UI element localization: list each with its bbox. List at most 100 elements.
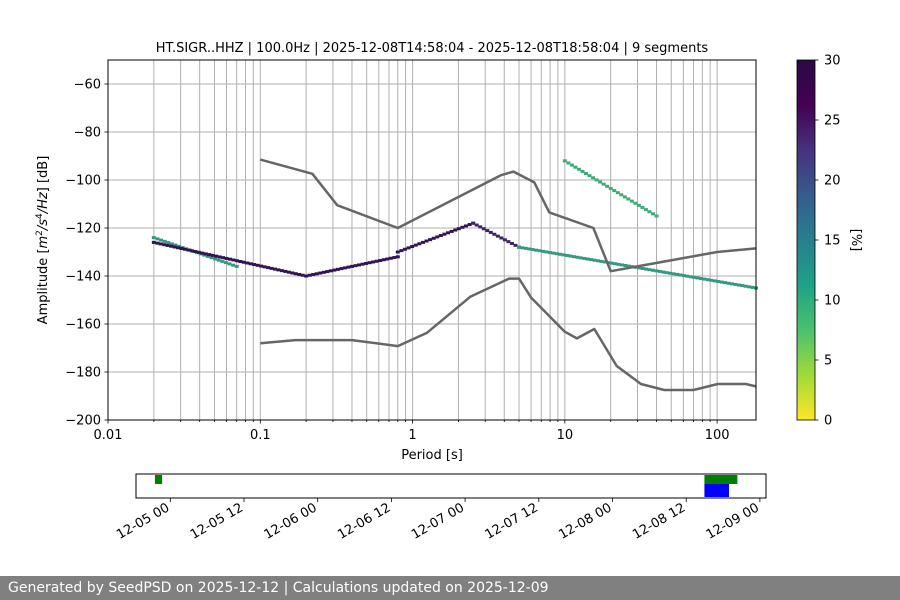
psd-cell xyxy=(640,206,645,210)
y-tick-label: −160 xyxy=(65,318,101,333)
timeline-tick-label: 12-08 00 xyxy=(556,500,614,542)
timeline-tick-label: 12-07 12 xyxy=(483,500,541,542)
psd-cell xyxy=(585,257,590,261)
plot-frame xyxy=(107,59,757,421)
psd-cell xyxy=(626,197,631,201)
psd-cell xyxy=(647,210,652,214)
psd-cell xyxy=(203,252,208,256)
psd-cell xyxy=(346,265,351,269)
psd-cell xyxy=(602,260,607,264)
psd-cell xyxy=(245,261,250,265)
psd-cell xyxy=(743,284,748,288)
psd-cell xyxy=(269,266,274,270)
psd-cell xyxy=(605,184,610,188)
psd-cell xyxy=(520,246,525,250)
x-tick-label: 0.01 xyxy=(94,428,123,443)
psd-cell xyxy=(654,269,659,273)
psd-cell xyxy=(609,261,614,265)
psd-cell xyxy=(587,174,592,178)
timeline-tick-label: 12-06 00 xyxy=(262,500,320,542)
y-tick-label: −120 xyxy=(65,222,101,237)
psd-cell xyxy=(613,262,618,266)
psd-cell xyxy=(492,232,497,236)
psd-cell xyxy=(566,161,571,165)
psd-cell xyxy=(650,268,655,272)
psd-cell xyxy=(410,245,415,249)
psd-cell xyxy=(431,236,436,240)
psd-cell xyxy=(196,250,201,254)
psd-cell xyxy=(620,263,625,267)
psd-cell xyxy=(272,267,277,271)
psd-cell xyxy=(502,238,507,242)
psd-cell xyxy=(314,272,319,276)
psd-cell xyxy=(712,279,717,283)
psd-cell xyxy=(205,254,210,258)
timeline-segment-blue xyxy=(704,484,729,497)
psd-cell xyxy=(709,278,714,282)
timeline-tick-label: 12-05 00 xyxy=(114,500,172,542)
psd-cell xyxy=(499,236,504,240)
psd-cell xyxy=(162,239,167,243)
psd-cell xyxy=(186,248,191,252)
x-tick-label: 1 xyxy=(408,428,416,443)
psd-cell xyxy=(747,285,752,289)
psd-cell xyxy=(506,240,511,244)
psd-cell xyxy=(622,195,627,199)
psd-cell xyxy=(332,268,337,272)
colorbar-tick-label: 25 xyxy=(824,114,841,129)
psd-cell xyxy=(420,240,425,244)
psd-cell xyxy=(353,264,358,268)
psd-cell xyxy=(598,180,603,184)
psd-cell xyxy=(328,269,333,273)
psd-cell xyxy=(438,234,443,238)
psd-cell xyxy=(290,271,295,275)
psd-cell xyxy=(173,243,178,247)
psd-cell xyxy=(565,253,570,257)
y-tick-label: −60 xyxy=(74,78,101,93)
y-axis-label: Amplitude [m2/s4/Hz] [dB] xyxy=(35,156,51,325)
psd-cell xyxy=(172,245,177,249)
timeline-tick-label: 12-07 00 xyxy=(409,500,467,542)
psd-cell xyxy=(428,238,433,242)
psd-cell xyxy=(406,246,411,250)
psd-cell xyxy=(558,252,563,256)
psd-cell xyxy=(217,255,222,259)
psd-cell xyxy=(388,256,393,260)
psd-cell xyxy=(231,263,236,267)
psd-cell xyxy=(300,273,305,277)
psd-cell xyxy=(657,269,662,273)
y-tick-label: −100 xyxy=(65,174,101,189)
psd-cell xyxy=(374,259,379,263)
psd-cell xyxy=(262,265,267,269)
psd-cell xyxy=(478,225,483,229)
psd-cell xyxy=(481,227,486,231)
colorbar-tick-label: 15 xyxy=(824,234,841,249)
psd-cell xyxy=(467,223,472,227)
psd-cell xyxy=(402,247,407,251)
psd-cell xyxy=(592,258,597,262)
psd-cell xyxy=(740,284,745,288)
psd-cell xyxy=(527,247,532,251)
colorbar-tick-label: 20 xyxy=(824,174,841,189)
colorbar-label: [%] xyxy=(848,229,863,252)
psd-cell xyxy=(599,259,604,263)
psd-cell xyxy=(626,264,631,268)
psd-cell xyxy=(695,276,700,280)
psd-cell xyxy=(216,258,221,262)
timeline-segment-green xyxy=(704,475,738,484)
psd-cell xyxy=(608,186,613,190)
psd-cell xyxy=(692,275,697,279)
noise-model-low xyxy=(260,277,757,392)
psd-cell xyxy=(664,271,669,275)
psd-cell xyxy=(151,236,156,240)
colorbar-tick-label: 10 xyxy=(824,294,841,309)
psd-cell xyxy=(601,182,606,186)
psd-cell xyxy=(702,277,707,281)
psd-cell xyxy=(726,281,731,285)
psd-cell xyxy=(530,248,535,252)
psd-cell xyxy=(594,178,599,182)
psd-cell xyxy=(360,262,365,266)
psd-cell xyxy=(688,275,693,279)
psd-cell xyxy=(591,176,596,180)
y-tick-label: −80 xyxy=(74,126,101,141)
